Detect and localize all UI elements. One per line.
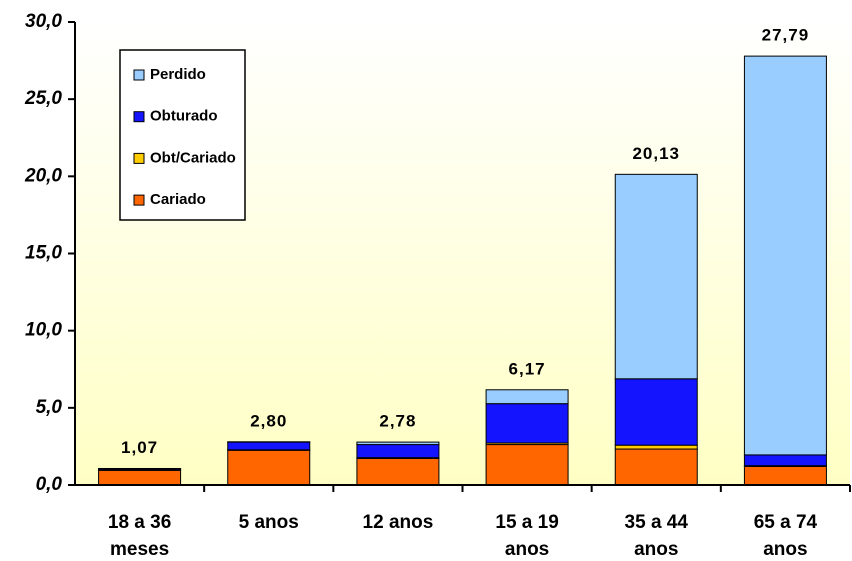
x-tick-label: anos (634, 539, 678, 560)
x-tick-label: 12 anos (363, 512, 434, 533)
bar-segment (614, 173, 698, 380)
bar-segment (227, 449, 311, 486)
bar-segment (227, 441, 311, 451)
x-tick-label: 65 a 74 (754, 512, 818, 533)
bar-segment (356, 444, 440, 459)
legend-label: Cariado (150, 191, 206, 208)
x-tick-label: anos (505, 539, 549, 560)
x-tick-label: 35 a 44 (625, 512, 689, 533)
bar-segment (614, 448, 698, 486)
y-tick-label: 30,0 (25, 11, 62, 32)
x-tick-label: anos (763, 539, 807, 560)
bar-segment (614, 378, 698, 446)
x-tick-label: 18 a 36 (108, 512, 171, 533)
x-tick-label: 5 anos (239, 512, 299, 533)
bar-segment (485, 403, 569, 444)
total-label: 1,07 (121, 438, 158, 457)
total-label: 2,80 (250, 411, 287, 430)
legend-label: Obturado (150, 108, 218, 125)
bar-segment (614, 444, 698, 450)
legend-swatch (133, 69, 145, 81)
bar-segment (743, 55, 827, 456)
total-label: 20,13 (632, 144, 680, 163)
bar-segment (743, 465, 827, 486)
y-tick-label: 5,0 (36, 397, 63, 418)
bar-segment (356, 457, 440, 486)
y-tick-label: 10,0 (25, 320, 62, 341)
legend-swatch (133, 194, 145, 206)
bar-segment (485, 444, 569, 486)
y-tick-label: 0,0 (36, 474, 63, 495)
legend-label: Perdido (150, 66, 206, 83)
total-label: 27,79 (762, 26, 810, 45)
total-label: 6,17 (509, 359, 546, 378)
y-tick-label: 20,0 (24, 165, 62, 186)
y-tick-label: 25,0 (24, 88, 62, 109)
legend: Cariado Obt/Cariado Obturado Perdido (119, 49, 246, 221)
x-tick-label: meses (110, 539, 169, 560)
y-tick-label: 15,0 (25, 243, 62, 264)
bar-segment (98, 469, 182, 486)
total-label: 2,78 (379, 412, 416, 431)
legend-label: Obt/Cariado (150, 149, 236, 166)
x-tick-label: 15 a 19 (495, 512, 558, 533)
bar-segment (356, 441, 440, 446)
legend-swatch (133, 152, 145, 164)
bar-segment (485, 389, 569, 405)
legend-swatch (133, 111, 145, 123)
bar-segment (743, 454, 827, 467)
